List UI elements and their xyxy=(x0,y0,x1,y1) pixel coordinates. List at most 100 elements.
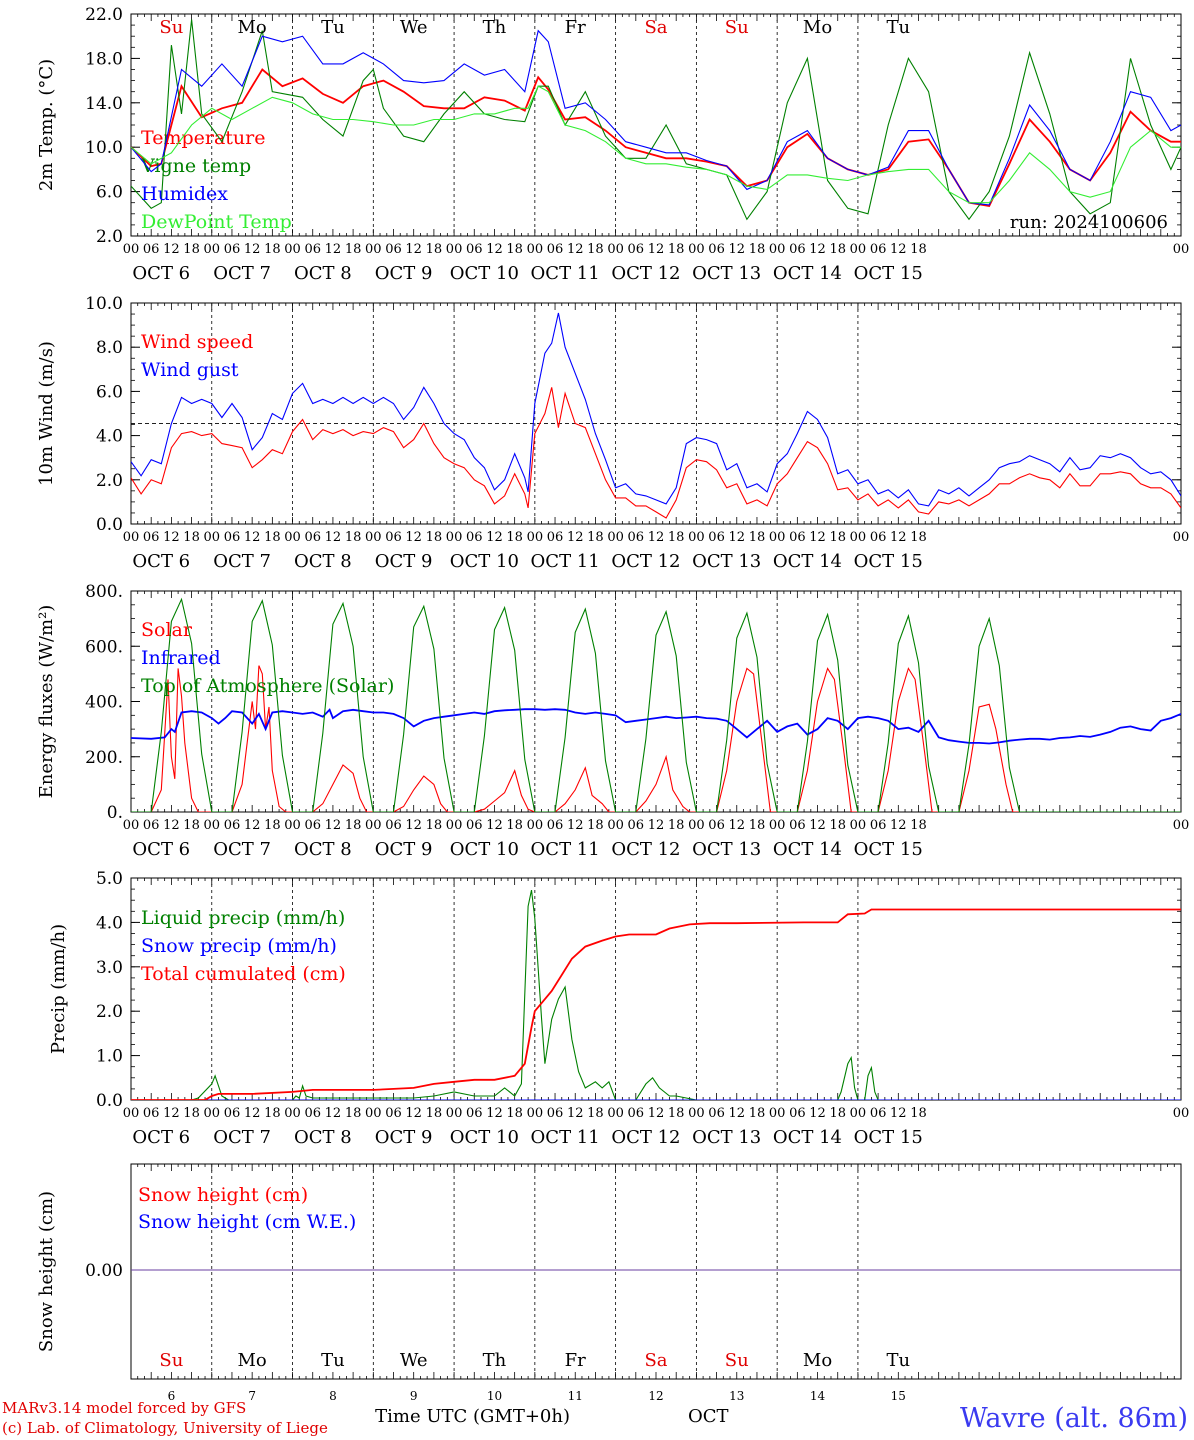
hour-tick-label: 06 xyxy=(870,818,887,833)
hour-tick-label: 00 xyxy=(1173,1106,1190,1121)
hour-tick-label: 18 xyxy=(426,530,443,545)
hour-tick-label: 00 xyxy=(769,530,786,545)
weekday-label: Tu xyxy=(321,17,345,38)
plot-frame xyxy=(130,13,1182,237)
x-axis-label: Time UTC (GMT+0h) xyxy=(375,1406,570,1427)
date-label: OCT 10 xyxy=(450,551,519,572)
panel-4: 0.0 1.0 2.0 3.0 4.0 5.0 Precip (mm/h) Liquid pr… xyxy=(48,869,1189,1148)
day-number-label: 11 xyxy=(568,1389,583,1403)
hour-tick-label: 18 xyxy=(910,530,927,545)
y-axis-label: Snow height (cm) xyxy=(36,1191,57,1352)
hour-tick-label: 12 xyxy=(325,1106,342,1121)
hour-tick-label: 00 xyxy=(203,818,220,833)
hour-tick-label: 18 xyxy=(668,530,685,545)
date-label: OCT 14 xyxy=(773,1127,842,1148)
legend-entry: Temperature xyxy=(141,127,265,149)
hour-tick-label: 06 xyxy=(143,530,160,545)
hour-tick-label: 18 xyxy=(829,1106,846,1121)
hour-tick-label: 06 xyxy=(628,242,645,257)
date-label: OCT 12 xyxy=(611,1127,680,1148)
hour-tick-label: 12 xyxy=(244,818,261,833)
date-label: OCT 11 xyxy=(531,1127,600,1148)
date-label: OCT 13 xyxy=(692,839,761,860)
hour-tick-label: 12 xyxy=(728,530,745,545)
date-label: OCT 15 xyxy=(854,263,923,284)
day-number-label: 10 xyxy=(487,1389,502,1403)
hour-tick-label: 00 xyxy=(1173,818,1190,833)
date-label: OCT 6 xyxy=(132,839,190,860)
legend-entry: Infrared xyxy=(141,647,221,669)
station-label: Wavre (alt. 86m) xyxy=(960,1403,1188,1434)
y-axis-label: 2m Temp. (°C) xyxy=(36,59,57,191)
hour-tick-label: 12 xyxy=(648,530,665,545)
hour-tick-label: 18 xyxy=(749,242,766,257)
date-label: OCT 9 xyxy=(375,839,433,860)
date-label: OCT 14 xyxy=(773,551,842,572)
day-number-label: 14 xyxy=(810,1389,826,1403)
date-label: OCT 13 xyxy=(692,263,761,284)
legend-entry: Solar xyxy=(141,619,193,641)
hour-tick-label: 00 xyxy=(688,818,705,833)
weekday-label: We xyxy=(400,17,428,38)
hour-tick-label: 00 xyxy=(688,530,705,545)
hour-tick-label: 06 xyxy=(789,242,806,257)
hour-tick-label: 00 xyxy=(123,530,140,545)
hour-tick-label: 00 xyxy=(123,1106,140,1121)
hour-tick-label: 06 xyxy=(547,242,564,257)
weekday-label: Su xyxy=(725,1350,749,1371)
hour-tick-label: 12 xyxy=(648,242,665,257)
hour-tick-label: 12 xyxy=(325,242,342,257)
series-line-dewpoint-temp xyxy=(131,85,1181,204)
hour-tick-label: 18 xyxy=(749,530,766,545)
date-label: OCT 14 xyxy=(773,839,842,860)
hour-tick-label: 06 xyxy=(628,1106,645,1121)
hour-tick-label: 18 xyxy=(264,818,281,833)
hour-tick-label: 00 xyxy=(607,530,624,545)
hour-tick-label: 12 xyxy=(486,818,503,833)
weekday-label: We xyxy=(400,1350,428,1371)
date-label: OCT 12 xyxy=(611,263,680,284)
hour-tick-label: 12 xyxy=(244,242,261,257)
hour-tick-label: 00 xyxy=(527,530,544,545)
weekday-label: Tu xyxy=(887,1350,911,1371)
hour-tick-label: 00 xyxy=(365,1106,382,1121)
y-tick-label: 2.0 xyxy=(96,1002,123,1022)
y-tick-label: 200. xyxy=(85,748,123,768)
hour-tick-label: 00 xyxy=(446,530,463,545)
y-tick-label: 800. xyxy=(85,582,123,602)
hour-tick-label: 18 xyxy=(183,242,200,257)
hour-tick-label: 00 xyxy=(850,530,867,545)
hour-tick-label: 06 xyxy=(385,530,402,545)
weekday-label: Mo xyxy=(803,1350,832,1371)
hour-tick-label: 06 xyxy=(304,242,321,257)
date-label: OCT 10 xyxy=(450,839,519,860)
y-tick-label: 4.0 xyxy=(96,427,123,447)
hour-tick-label: 18 xyxy=(506,818,523,833)
series-line-top-of-atmosphere-solar- xyxy=(131,597,1181,812)
hour-tick-label: 06 xyxy=(628,530,645,545)
hour-tick-label: 12 xyxy=(486,242,503,257)
hour-tick-label: 18 xyxy=(587,242,604,257)
hour-tick-label: 12 xyxy=(405,818,422,833)
hour-tick-label: 12 xyxy=(567,1106,584,1121)
hour-tick-label: 06 xyxy=(708,1106,725,1121)
hour-tick-label: 18 xyxy=(749,818,766,833)
hour-tick-label: 18 xyxy=(264,1106,281,1121)
legend-entry: Wind speed xyxy=(141,331,253,353)
hour-tick-label: 06 xyxy=(547,818,564,833)
y-tick-label: 1.0 xyxy=(96,1047,123,1067)
y-axis-label: 10m Wind (m/s) xyxy=(36,341,57,486)
y-tick-label: 2.0 xyxy=(96,227,123,247)
y-tick-label: 3.0 xyxy=(96,958,123,978)
hour-tick-label: 12 xyxy=(405,1106,422,1121)
hour-tick-label: 18 xyxy=(183,530,200,545)
day-number-label: 13 xyxy=(729,1389,744,1403)
y-tick-label: 8.0 xyxy=(96,338,123,358)
date-label: OCT 8 xyxy=(294,839,352,860)
hour-tick-label: 00 xyxy=(607,1106,624,1121)
hour-tick-label: 06 xyxy=(224,530,241,545)
date-label: OCT 12 xyxy=(611,551,680,572)
series-line-solar xyxy=(131,665,1181,812)
day-number-label: 9 xyxy=(410,1389,418,1403)
